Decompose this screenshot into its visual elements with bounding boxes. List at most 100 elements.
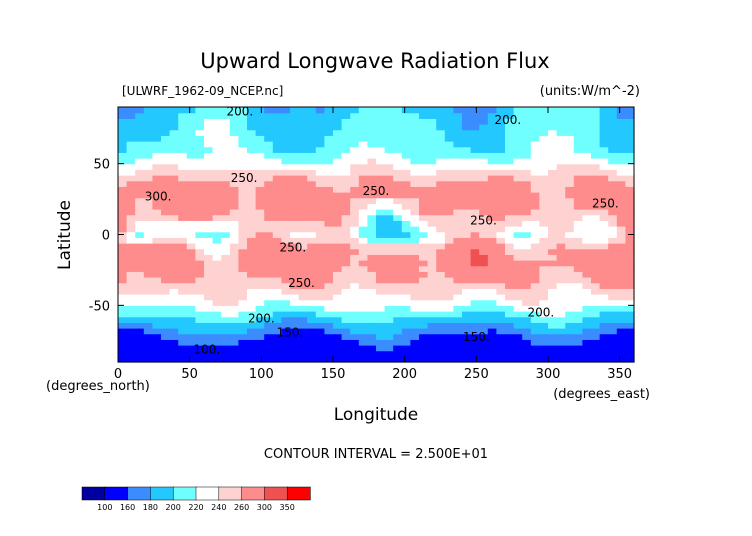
heatmap-cell bbox=[281, 288, 291, 295]
heatmap-cell bbox=[487, 265, 497, 272]
heatmap-cell bbox=[608, 311, 618, 318]
heatmap-cell bbox=[462, 158, 472, 165]
heatmap-cell bbox=[272, 158, 282, 165]
heatmap-cell bbox=[186, 192, 196, 199]
heatmap-cell bbox=[169, 282, 179, 289]
heatmap-cell bbox=[204, 311, 214, 318]
heatmap-cell bbox=[556, 243, 566, 250]
heatmap-cell bbox=[221, 339, 231, 346]
heatmap-cell bbox=[591, 265, 601, 272]
y-tick-label: -50 bbox=[89, 299, 110, 314]
heatmap-cell bbox=[298, 282, 308, 289]
heatmap-cell bbox=[487, 339, 497, 346]
heatmap-cell bbox=[453, 243, 463, 250]
heatmap-cell bbox=[178, 322, 188, 329]
heatmap-cell bbox=[186, 322, 196, 329]
heatmap-cell bbox=[324, 169, 334, 176]
heatmap-cell bbox=[376, 237, 386, 244]
heatmap-cell bbox=[152, 152, 162, 159]
heatmap-cell bbox=[539, 124, 549, 131]
heatmap-cell bbox=[315, 209, 325, 216]
heatmap-cell bbox=[298, 135, 308, 142]
heatmap-cell bbox=[367, 350, 377, 357]
heatmap-cell bbox=[582, 107, 592, 114]
x-tick-label: 100 bbox=[249, 367, 274, 382]
heatmap-cell bbox=[161, 231, 171, 238]
heatmap-cell bbox=[565, 316, 575, 323]
heatmap-cell bbox=[281, 214, 291, 221]
heatmap-cell bbox=[453, 158, 463, 165]
heatmap-cell bbox=[487, 180, 497, 187]
heatmap-cell bbox=[238, 339, 248, 346]
heatmap-cell bbox=[315, 135, 325, 142]
heatmap-cell bbox=[573, 175, 583, 182]
heatmap-cell bbox=[229, 237, 239, 244]
heatmap-cell bbox=[376, 141, 386, 148]
heatmap-cell bbox=[427, 146, 437, 153]
heatmap-cell bbox=[290, 265, 300, 272]
heatmap-cell bbox=[410, 152, 420, 159]
heatmap-cell bbox=[281, 112, 291, 119]
heatmap-cell bbox=[548, 277, 558, 284]
heatmap-cell bbox=[522, 118, 532, 125]
heatmap-cell bbox=[470, 237, 480, 244]
heatmap-cell bbox=[367, 339, 377, 346]
heatmap-cell bbox=[616, 339, 626, 346]
heatmap-cell bbox=[255, 112, 265, 119]
heatmap-cell bbox=[616, 260, 626, 267]
heatmap-cell bbox=[582, 135, 592, 142]
heatmap-cell bbox=[513, 299, 523, 306]
heatmap-cell bbox=[376, 220, 386, 227]
heatmap-cell bbox=[427, 254, 437, 261]
heatmap-cell bbox=[212, 231, 222, 238]
heatmap-cell bbox=[513, 311, 523, 318]
heatmap-cell bbox=[410, 112, 420, 119]
heatmap-cell bbox=[530, 271, 540, 278]
heatmap-cell bbox=[616, 226, 626, 233]
heatmap-cell bbox=[281, 322, 291, 329]
heatmap-cell bbox=[195, 282, 205, 289]
heatmap-cell bbox=[367, 254, 377, 261]
heatmap-cell bbox=[281, 299, 291, 306]
heatmap-cell bbox=[625, 328, 635, 335]
heatmap-cell bbox=[496, 214, 506, 221]
heatmap-cell bbox=[548, 237, 558, 244]
heatmap-cell bbox=[444, 197, 454, 204]
heatmap-cell bbox=[143, 231, 153, 238]
heatmap-cell bbox=[135, 311, 145, 318]
heatmap-cell bbox=[264, 209, 274, 216]
heatmap-cell bbox=[212, 271, 222, 278]
heatmap-cell bbox=[135, 180, 145, 187]
heatmap-cell bbox=[505, 243, 515, 250]
heatmap-cell bbox=[272, 112, 282, 119]
heatmap-cell bbox=[530, 214, 540, 221]
heatmap-cell bbox=[238, 231, 248, 238]
heatmap-cell bbox=[315, 231, 325, 238]
heatmap-cell bbox=[582, 169, 592, 176]
heatmap-cell bbox=[118, 220, 128, 227]
heatmap-cell bbox=[487, 152, 497, 159]
heatmap-cell bbox=[401, 203, 411, 210]
heatmap-cell bbox=[384, 169, 394, 176]
heatmap-cell bbox=[350, 328, 360, 335]
heatmap-cell bbox=[419, 282, 429, 289]
heatmap-cell bbox=[118, 356, 128, 363]
heatmap-cell bbox=[513, 203, 523, 210]
heatmap-cell bbox=[255, 163, 265, 170]
heatmap-cell bbox=[530, 141, 540, 148]
heatmap-cell bbox=[376, 288, 386, 295]
heatmap-cell bbox=[384, 203, 394, 210]
heatmap-cell bbox=[341, 209, 351, 216]
heatmap-cell bbox=[135, 146, 145, 153]
heatmap-cell bbox=[118, 260, 128, 267]
heatmap-cell bbox=[341, 254, 351, 261]
heatmap-cell bbox=[548, 265, 558, 272]
heatmap-cell bbox=[487, 118, 497, 125]
heatmap-cell bbox=[221, 203, 231, 210]
heatmap-cell bbox=[565, 129, 575, 136]
heatmap-cell bbox=[367, 141, 377, 148]
heatmap-cell bbox=[178, 237, 188, 244]
heatmap-cell bbox=[625, 260, 635, 267]
heatmap-cell bbox=[341, 158, 351, 165]
heatmap-cell bbox=[496, 175, 506, 182]
